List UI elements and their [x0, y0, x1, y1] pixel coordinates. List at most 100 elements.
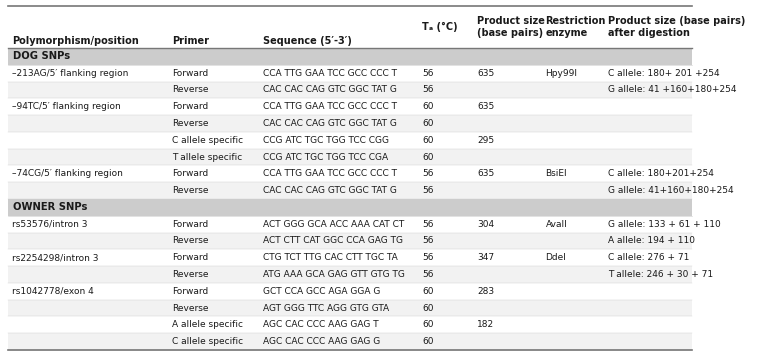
Bar — [8, 6, 692, 48]
Text: AGT GGG TTC AGG GTG GTA: AGT GGG TTC AGG GTG GTA — [263, 304, 389, 313]
Bar — [8, 266, 692, 283]
Text: –74CG/5′ flanking region: –74CG/5′ flanking region — [11, 169, 123, 178]
Text: Reverse: Reverse — [172, 236, 209, 245]
Text: CTG TCT TTG CAC CTT TGC TA: CTG TCT TTG CAC CTT TGC TA — [263, 253, 398, 262]
Text: C allele: 276 + 71: C allele: 276 + 71 — [609, 253, 690, 262]
Bar — [8, 166, 692, 182]
Text: Hpy99I: Hpy99I — [546, 69, 578, 78]
Bar — [8, 115, 692, 132]
Text: CAC CAC CAG GTC GGC TAT G: CAC CAC CAG GTC GGC TAT G — [263, 119, 397, 128]
Bar — [8, 182, 692, 199]
Text: 56: 56 — [423, 220, 434, 229]
Bar — [8, 132, 692, 149]
Text: G allele: 41+160+180+254: G allele: 41+160+180+254 — [609, 186, 734, 195]
Text: CCA TTG GAA TCC GCC CCC T: CCA TTG GAA TCC GCC CCC T — [263, 69, 398, 78]
Text: Reverse: Reverse — [172, 119, 209, 128]
Text: Tₐ (°C): Tₐ (°C) — [423, 22, 458, 32]
Bar — [8, 249, 692, 266]
Bar — [8, 216, 692, 232]
Text: AGC CAC CCC AAG GAG T: AGC CAC CCC AAG GAG T — [263, 320, 379, 329]
Text: 60: 60 — [423, 119, 434, 128]
Text: 56: 56 — [423, 85, 434, 94]
Text: Reverse: Reverse — [172, 186, 209, 195]
Bar — [8, 65, 692, 82]
Text: CCG ATC TGC TGG TCC CGG: CCG ATC TGC TGG TCC CGG — [263, 136, 389, 145]
Text: G allele: 133 + 61 + 110: G allele: 133 + 61 + 110 — [609, 220, 721, 229]
Text: Forward: Forward — [172, 169, 209, 178]
Text: ACT CTT CAT GGC CCA GAG TG: ACT CTT CAT GGC CCA GAG TG — [263, 236, 404, 245]
Text: 304: 304 — [477, 220, 494, 229]
Text: 56: 56 — [423, 270, 434, 279]
Text: DOG SNPs: DOG SNPs — [13, 51, 71, 61]
Bar — [8, 48, 692, 65]
Text: 283: 283 — [477, 287, 494, 296]
Text: ACT GGG GCA ACC AAA CAT CT: ACT GGG GCA ACC AAA CAT CT — [263, 220, 405, 229]
Text: 60: 60 — [423, 287, 434, 296]
Text: CAC CAC CAG GTC GGC TAT G: CAC CAC CAG GTC GGC TAT G — [263, 85, 397, 94]
Bar — [8, 316, 692, 333]
Text: 60: 60 — [423, 320, 434, 329]
Text: 60: 60 — [423, 102, 434, 111]
Text: A allele specific: A allele specific — [172, 320, 243, 329]
Text: C allele specific: C allele specific — [172, 337, 244, 346]
Text: T allele specific: T allele specific — [172, 152, 242, 162]
Text: Forward: Forward — [172, 253, 209, 262]
Text: C allele: 180+ 201 +254: C allele: 180+ 201 +254 — [609, 69, 720, 78]
Text: 60: 60 — [423, 136, 434, 145]
Bar — [8, 333, 692, 350]
Text: 56: 56 — [423, 253, 434, 262]
Text: 60: 60 — [423, 304, 434, 313]
Text: CCA TTG GAA TCC GCC CCC T: CCA TTG GAA TCC GCC CCC T — [263, 102, 398, 111]
Text: AGC CAC CCC AAG GAG G: AGC CAC CCC AAG GAG G — [263, 337, 381, 346]
Text: ATG AAA GCA GAG GTT GTG TG: ATG AAA GCA GAG GTT GTG TG — [263, 270, 405, 279]
Text: G allele: 41 +160+180+254: G allele: 41 +160+180+254 — [609, 85, 737, 94]
Text: 60: 60 — [423, 152, 434, 162]
Text: 56: 56 — [423, 236, 434, 245]
Text: Sequence (5′-3′): Sequence (5′-3′) — [263, 36, 352, 46]
Text: Forward: Forward — [172, 220, 209, 229]
Text: Polymorphism/position: Polymorphism/position — [11, 36, 138, 46]
Text: T allele: 246 + 30 + 71: T allele: 246 + 30 + 71 — [609, 270, 713, 279]
Text: Product size (base pairs)
after digestion: Product size (base pairs) after digestio… — [609, 16, 746, 38]
Text: Primer: Primer — [172, 36, 209, 46]
Bar — [8, 149, 692, 166]
Text: GCT CCA GCC AGA GGA G: GCT CCA GCC AGA GGA G — [263, 287, 381, 296]
Text: rs1042778/exon 4: rs1042778/exon 4 — [11, 287, 93, 296]
Bar — [8, 98, 692, 115]
Text: 347: 347 — [477, 253, 494, 262]
Bar — [8, 199, 692, 216]
Text: 635: 635 — [477, 69, 494, 78]
Text: AvaII: AvaII — [546, 220, 567, 229]
Text: CAC CAC CAG GTC GGC TAT G: CAC CAC CAG GTC GGC TAT G — [263, 186, 397, 195]
Text: A allele: 194 + 110: A allele: 194 + 110 — [609, 236, 695, 245]
Text: 635: 635 — [477, 102, 494, 111]
Text: Forward: Forward — [172, 287, 209, 296]
Bar — [8, 300, 692, 316]
Text: BsiEI: BsiEI — [546, 169, 567, 178]
Text: 56: 56 — [423, 186, 434, 195]
Text: Reverse: Reverse — [172, 85, 209, 94]
Text: Reverse: Reverse — [172, 270, 209, 279]
Text: rs53576/intron 3: rs53576/intron 3 — [11, 220, 87, 229]
Text: 635: 635 — [477, 169, 494, 178]
Text: 56: 56 — [423, 169, 434, 178]
Text: Restriction
enzyme: Restriction enzyme — [546, 16, 606, 38]
Text: CCA TTG GAA TCC GCC CCC T: CCA TTG GAA TCC GCC CCC T — [263, 169, 398, 178]
Bar — [8, 82, 692, 98]
Text: DdeI: DdeI — [546, 253, 566, 262]
Text: OWNER SNPs: OWNER SNPs — [13, 202, 87, 213]
Text: Forward: Forward — [172, 102, 209, 111]
Text: Reverse: Reverse — [172, 304, 209, 313]
Text: Forward: Forward — [172, 69, 209, 78]
Text: 60: 60 — [423, 337, 434, 346]
Bar — [8, 232, 692, 249]
Bar — [8, 283, 692, 300]
Text: 56: 56 — [423, 69, 434, 78]
Text: C allele: 180+201+254: C allele: 180+201+254 — [609, 169, 714, 178]
Text: rs2254298/intron 3: rs2254298/intron 3 — [11, 253, 98, 262]
Text: 182: 182 — [477, 320, 494, 329]
Text: Product size
(base pairs): Product size (base pairs) — [477, 16, 545, 38]
Text: C allele specific: C allele specific — [172, 136, 244, 145]
Text: –94TC/5′ flanking region: –94TC/5′ flanking region — [11, 102, 121, 111]
Text: 295: 295 — [477, 136, 494, 145]
